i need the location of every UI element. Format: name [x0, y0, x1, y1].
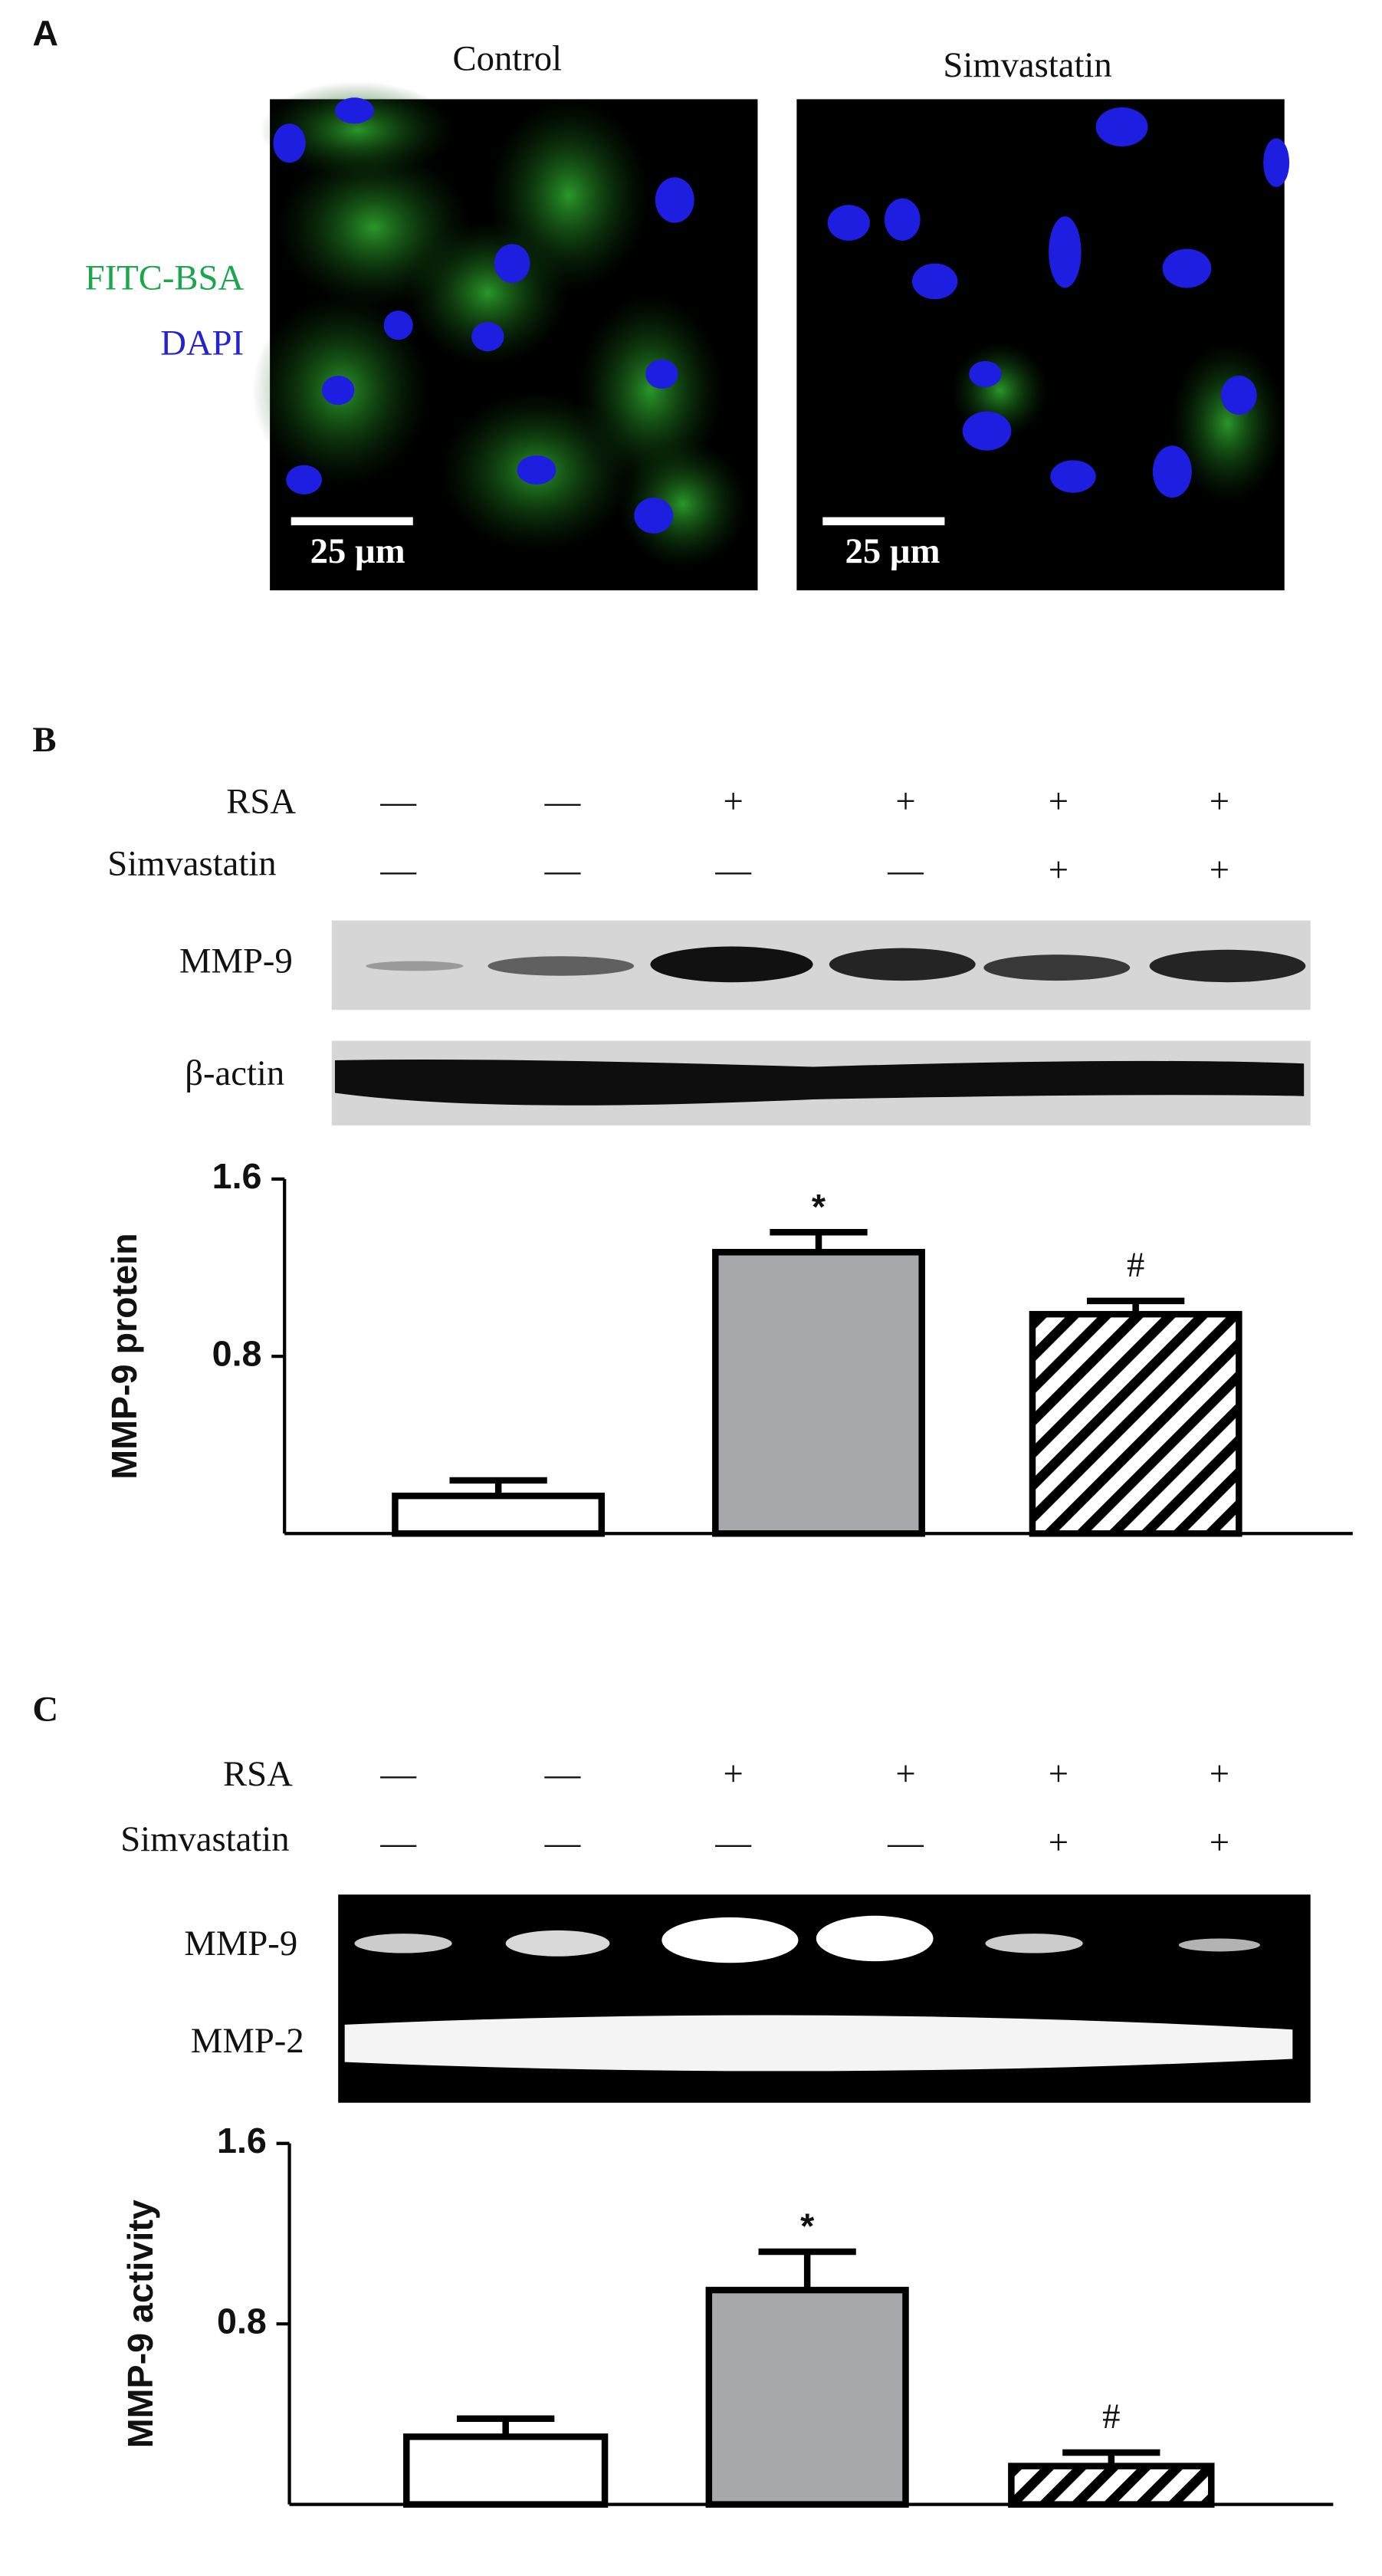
- western-blot: [331, 920, 1311, 1125]
- bar: [1008, 2463, 1215, 2508]
- condition-label: Control: [453, 38, 563, 78]
- treatment-sign: +: [1210, 1822, 1229, 1862]
- significance-mark: *: [812, 1187, 826, 1227]
- treatment-sign: +: [895, 782, 915, 822]
- y-tick-label: 1.6: [217, 2121, 267, 2160]
- y-tick-label: 0.8: [217, 2302, 267, 2341]
- zymogram: [338, 1894, 1311, 2103]
- treatment-sign: —: [544, 850, 581, 890]
- y-axis-label: MMP-9 activity: [120, 2200, 160, 2448]
- bar: [705, 2286, 909, 2508]
- treatment-sign: +: [1049, 1754, 1069, 1794]
- band-label: MMP-9: [184, 1924, 297, 1963]
- treatment-sign: +: [1049, 850, 1069, 890]
- treatment-sign: —: [714, 1822, 751, 1862]
- channel-label: DAPI: [160, 324, 244, 363]
- band-label: MMP-9: [179, 941, 293, 981]
- scale-bar-label: 25 µm: [845, 531, 940, 571]
- bar: [403, 2433, 609, 2508]
- treatment-sign: +: [723, 782, 743, 822]
- treatment-sign: +: [1049, 1822, 1069, 1862]
- treatment-sign: —: [544, 782, 581, 822]
- treatment-sign: —: [887, 1822, 924, 1862]
- treatment-label: RSA: [226, 782, 296, 822]
- treatment-sign: —: [379, 1754, 416, 1794]
- band-label: β-actin: [185, 1053, 284, 1093]
- treatment-sign: +: [1210, 1754, 1229, 1794]
- bar: [1029, 1310, 1242, 1537]
- treatment-sign: —: [544, 1754, 581, 1794]
- bar: [392, 1492, 606, 1537]
- treatment-label: Simvastatin: [107, 843, 276, 883]
- micrograph: [796, 99, 1290, 591]
- condition-label: Simvastatin: [943, 45, 1111, 85]
- treatment-sign: +: [895, 1754, 915, 1794]
- band-label: MMP-2: [191, 2021, 304, 2061]
- treatment-label: RSA: [223, 1754, 293, 1794]
- channel-label: FITC-BSA: [85, 258, 245, 298]
- significance-mark: #: [1102, 2397, 1120, 2436]
- treatment-sign: —: [379, 1822, 416, 1862]
- treatment-label: Simvastatin: [120, 1819, 289, 1859]
- treatment-sign: —: [379, 782, 416, 822]
- significance-mark: *: [800, 2206, 815, 2246]
- treatment-sign: +: [723, 1754, 743, 1794]
- y-tick-label: 1.6: [212, 1156, 262, 1196]
- treatment-sign: +: [1049, 782, 1069, 822]
- bar: [712, 1249, 925, 1537]
- panel-label: C: [32, 1689, 58, 1729]
- treatment-sign: —: [887, 850, 924, 890]
- y-tick-label: 0.8: [212, 1333, 262, 1373]
- scale-bar-label: 25 µm: [310, 531, 405, 571]
- y-axis-label: MMP-9 protein: [104, 1233, 144, 1479]
- panel-label: B: [32, 720, 56, 760]
- treatment-sign: +: [1210, 782, 1229, 822]
- treatment-sign: —: [379, 850, 416, 890]
- treatment-sign: —: [544, 1822, 581, 1862]
- treatment-sign: +: [1210, 850, 1229, 890]
- treatment-sign: —: [714, 850, 751, 890]
- panel-label: A: [32, 13, 58, 53]
- significance-mark: #: [1127, 1245, 1144, 1285]
- micrograph: [251, 81, 758, 591]
